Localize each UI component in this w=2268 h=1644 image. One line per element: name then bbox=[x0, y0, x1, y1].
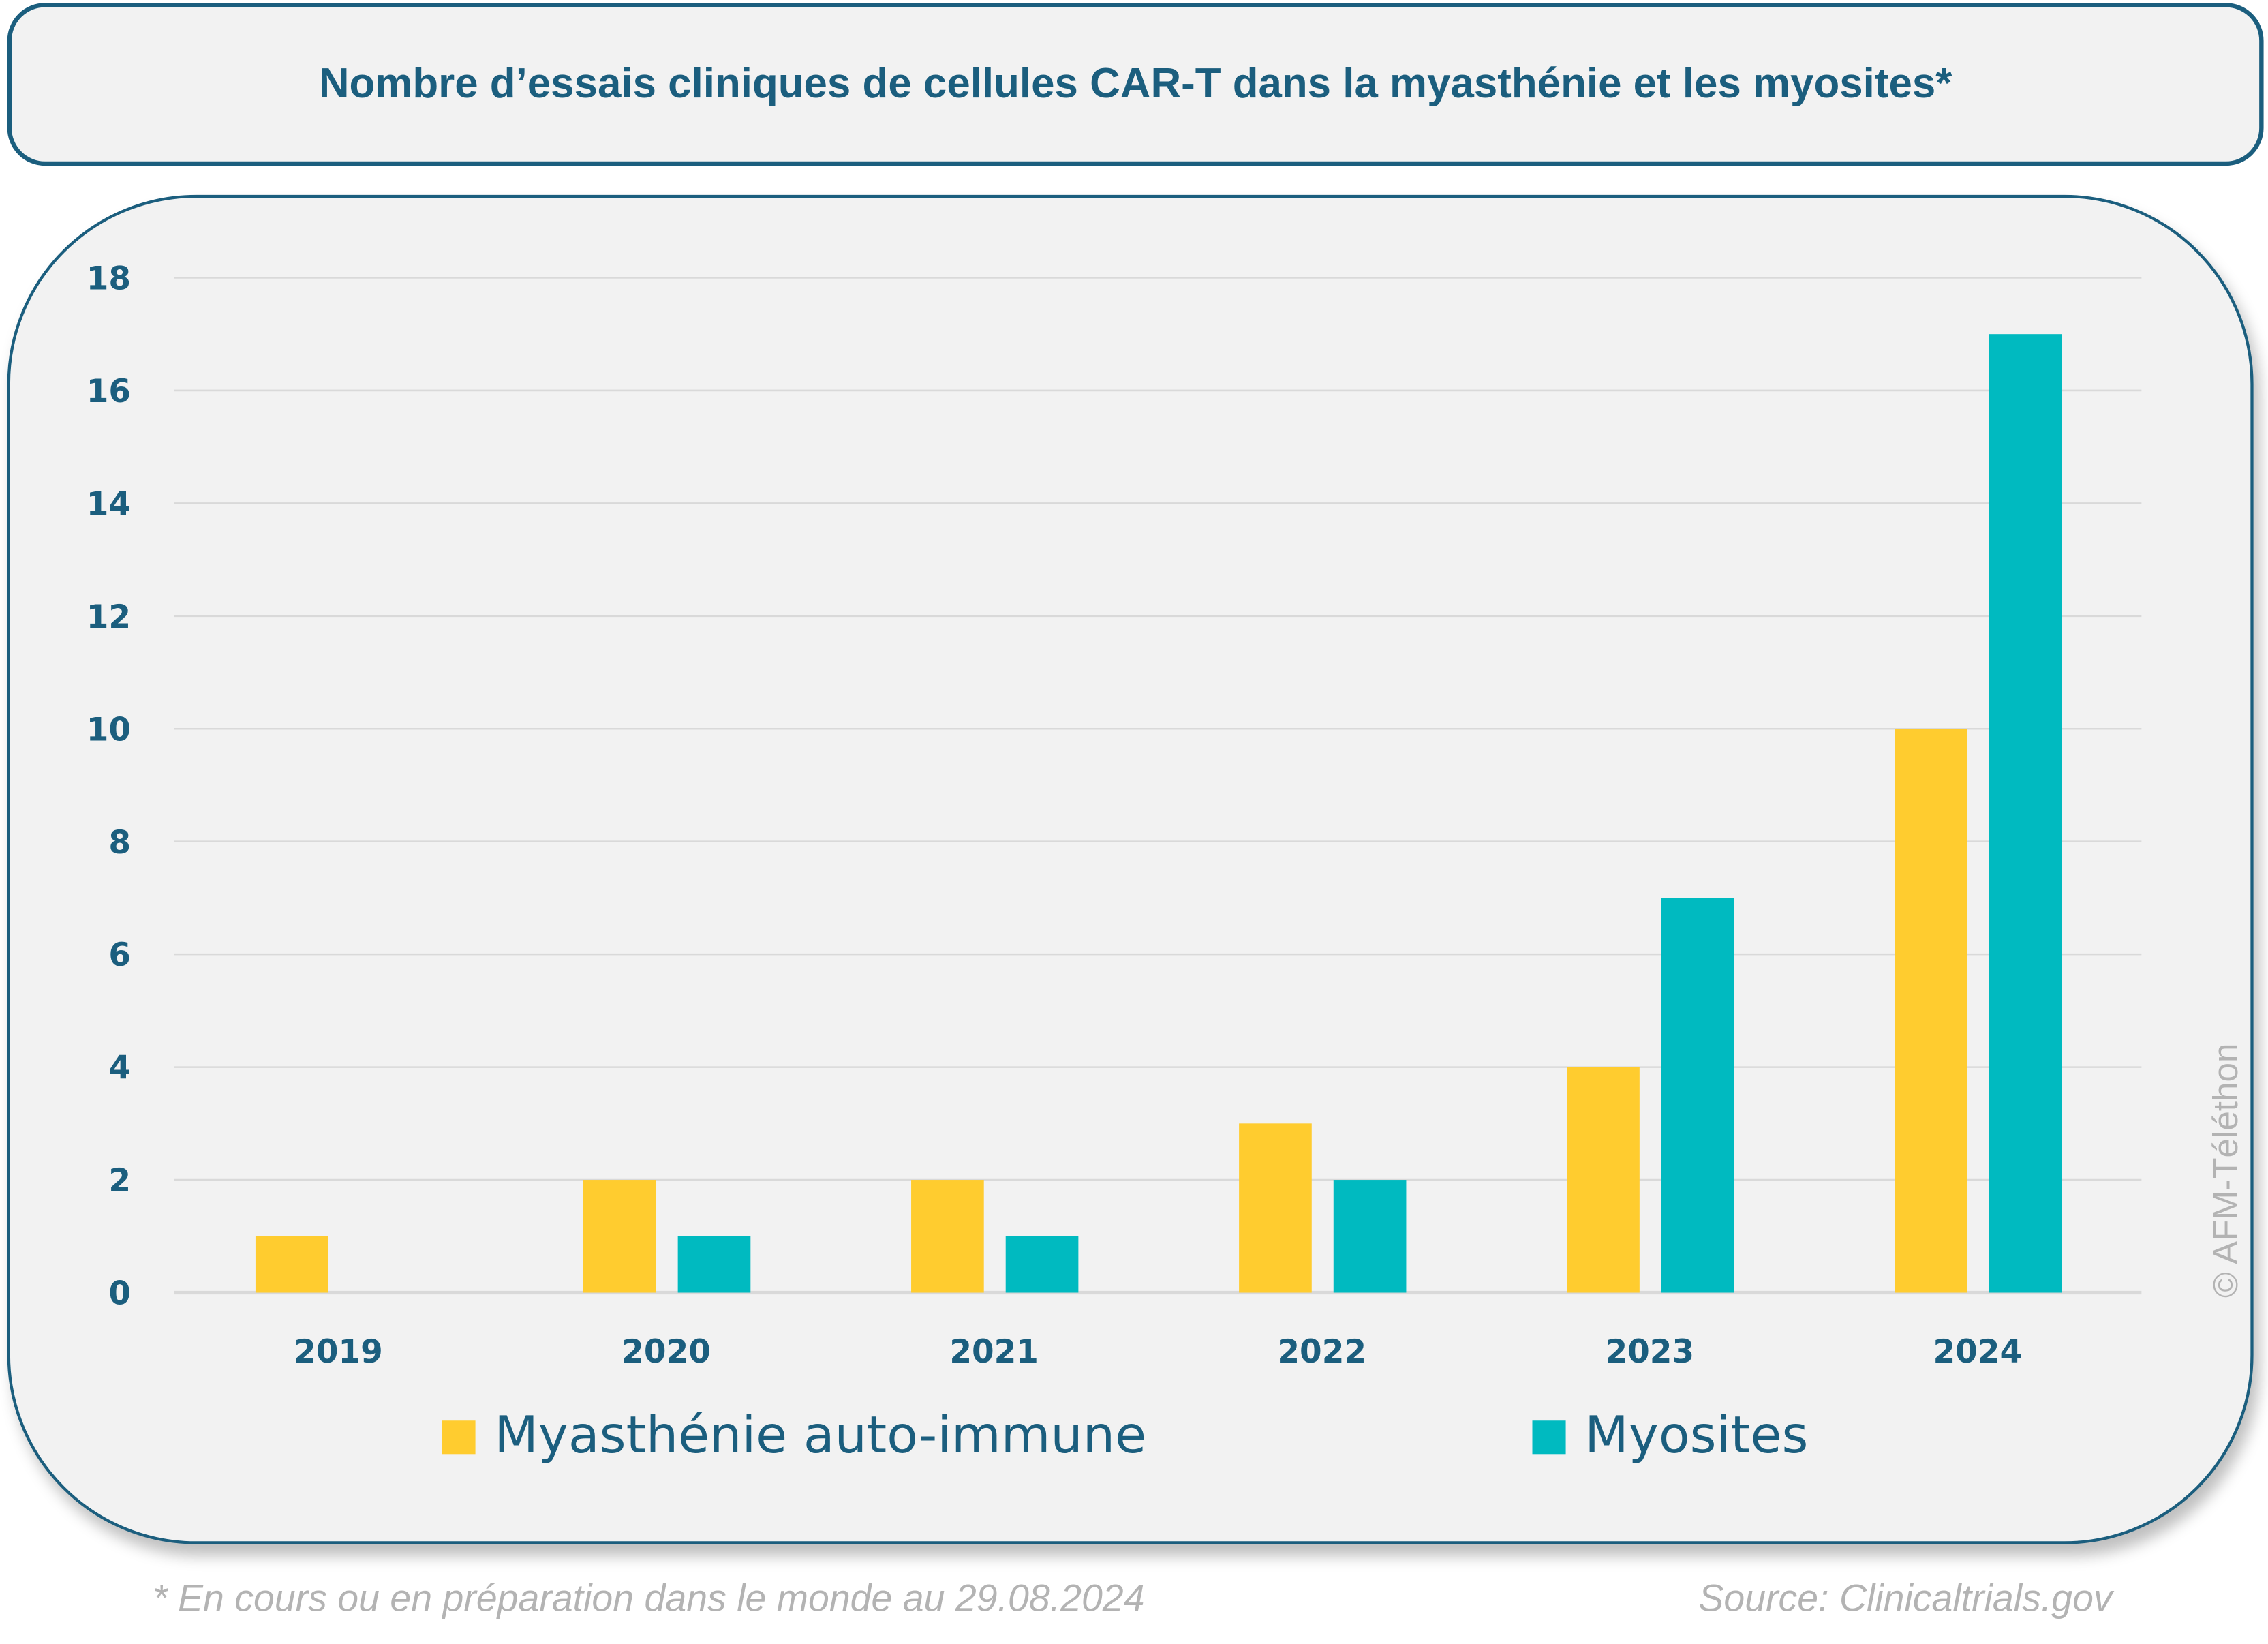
chart-panel bbox=[7, 194, 2254, 1544]
y-tick-label: 4 bbox=[108, 1050, 131, 1087]
title-box: Nombre d’essais cliniques de cellules CA… bbox=[7, 3, 2264, 166]
y-tick-label: 10 bbox=[87, 711, 131, 748]
y-tick-label: 8 bbox=[108, 824, 131, 862]
legend-swatch-teal bbox=[1532, 1420, 1566, 1454]
bar-myosites-2023 bbox=[1661, 898, 1734, 1293]
watermark: © AFM-Téléthon bbox=[2207, 1043, 2246, 1298]
y-tick-label: 6 bbox=[108, 937, 131, 974]
x-tick-label: 2022 bbox=[1277, 1333, 1366, 1371]
x-tick-label: 2023 bbox=[1605, 1333, 1694, 1371]
x-tick-label: 2019 bbox=[294, 1333, 383, 1371]
bar-myasthenie-2023 bbox=[1567, 1067, 1640, 1293]
y-tick-label: 18 bbox=[87, 260, 131, 298]
chart-title: Nombre d’essais cliniques de cellules CA… bbox=[318, 60, 1952, 107]
y-tick-label: 0 bbox=[108, 1275, 131, 1313]
bar-myosites-2022 bbox=[1333, 1180, 1407, 1293]
x-tick-label: 2024 bbox=[1933, 1333, 2023, 1371]
legend-label: Myosites bbox=[1584, 1407, 1809, 1466]
bar-myosites-2024 bbox=[1989, 334, 2062, 1293]
source-note: Source: Clinicaltrials.gov bbox=[1698, 1576, 2113, 1620]
bar-myosites-2021 bbox=[1005, 1236, 1079, 1293]
bar-myasthenie-2021 bbox=[911, 1180, 984, 1293]
legend-item-myosites: Myosites bbox=[1532, 1407, 1808, 1465]
y-tick-label: 12 bbox=[87, 598, 131, 636]
bar-myasthenie-2019 bbox=[255, 1236, 328, 1293]
legend-swatch-yellow bbox=[442, 1420, 476, 1454]
legend-item-myasthenie: Myasthénie auto-immune bbox=[442, 1407, 1147, 1466]
y-tick-label: 16 bbox=[87, 373, 131, 410]
x-tick-label: 2021 bbox=[949, 1333, 1039, 1371]
bar-myasthenie-2022 bbox=[1239, 1123, 1312, 1293]
bar-myosites-2020 bbox=[677, 1236, 751, 1293]
footnote: * En cours ou en préparation dans le mon… bbox=[152, 1576, 1145, 1620]
x-tick-label: 2020 bbox=[622, 1333, 711, 1371]
bar-myasthenie-2024 bbox=[1895, 729, 1967, 1293]
y-tick-label: 14 bbox=[87, 485, 131, 523]
legend-label: Myasthénie auto-immune bbox=[494, 1407, 1147, 1466]
y-tick-label: 2 bbox=[108, 1162, 131, 1200]
bar-myasthenie-2020 bbox=[583, 1180, 656, 1293]
